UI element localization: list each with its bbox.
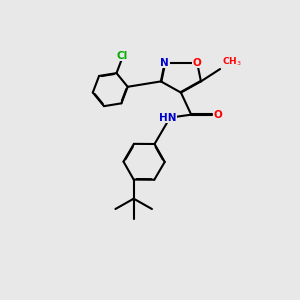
Text: Cl: Cl	[116, 51, 128, 61]
Text: HN: HN	[159, 112, 176, 123]
Text: N: N	[160, 58, 169, 68]
Text: CH$_3$: CH$_3$	[221, 55, 241, 68]
Text: O: O	[193, 58, 202, 68]
Text: O: O	[213, 110, 222, 120]
